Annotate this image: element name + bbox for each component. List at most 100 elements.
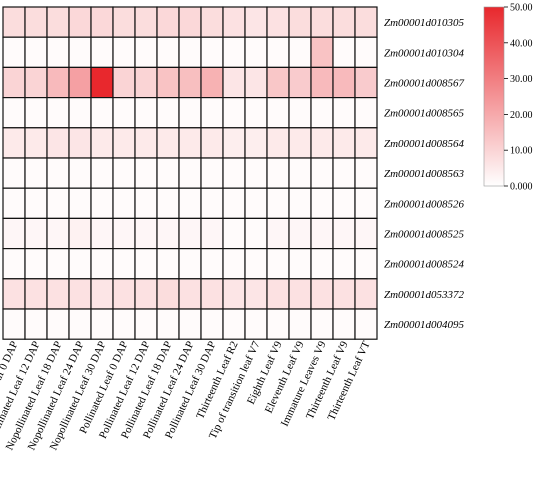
heatmap-cell <box>46 187 70 219</box>
heatmap-cell <box>266 278 290 310</box>
heatmap-cell <box>68 96 92 129</box>
heatmap-cell <box>46 278 70 310</box>
heatmap-cell <box>24 36 48 69</box>
heatmap-cell <box>288 308 312 340</box>
heatmap-cell <box>134 217 158 250</box>
heatmap-cell <box>156 248 180 280</box>
heatmap-cell <box>354 66 378 99</box>
heatmap-cell <box>266 187 290 219</box>
heatmap-cell <box>178 96 202 129</box>
heatmap-cell <box>112 66 136 99</box>
heatmap-cell <box>222 248 246 280</box>
heatmap-cell <box>24 66 48 99</box>
heatmap-cell <box>2 308 26 340</box>
heatmap-cell <box>354 96 378 129</box>
heatmap-cell <box>134 248 158 280</box>
heatmap-cell <box>134 66 158 99</box>
heatmap-cell <box>178 36 202 69</box>
heatmap-cell <box>178 66 202 99</box>
heatmap-cell <box>112 278 136 310</box>
heatmap-cell <box>134 278 158 310</box>
heatmap-cell <box>2 6 26 38</box>
heatmap-cell <box>24 308 48 340</box>
row-label: Zm00001d010305 <box>384 17 465 29</box>
heatmap-cell <box>222 66 246 99</box>
heatmap-cell <box>266 217 290 250</box>
heatmap-cell <box>332 248 356 280</box>
heatmap-cell <box>46 36 70 69</box>
heatmap-cell <box>112 157 136 189</box>
heatmap-cell <box>2 36 26 69</box>
heatmap-cell <box>156 217 180 250</box>
heatmap-cell <box>24 187 48 219</box>
heatmap-cell <box>178 187 202 219</box>
heatmap-cell <box>222 96 246 129</box>
heatmap-cell <box>68 248 92 280</box>
heatmap-cell <box>134 187 158 219</box>
heatmap-cell <box>90 278 114 310</box>
heatmap-cell <box>244 217 268 250</box>
colorbar: 0.000 10.00 20.00 30.00 40.00 50.00 <box>483 3 533 193</box>
row-label: Zm00001d008524 <box>384 259 465 271</box>
heatmap-cell <box>68 157 92 189</box>
heatmap-cell <box>156 66 180 99</box>
heatmap-cell <box>2 96 26 129</box>
heatmap-cell <box>46 66 70 99</box>
heatmap-cell <box>332 66 356 99</box>
heatmap-cell <box>156 36 180 69</box>
heatmap-cell <box>112 248 136 280</box>
heatmap-cell <box>332 96 356 129</box>
heatmap-cell <box>68 6 92 38</box>
heatmap-cell <box>332 127 356 159</box>
row-label: Zm00001d008567 <box>384 78 465 90</box>
heatmap-cell <box>178 308 202 340</box>
heatmap-cell <box>112 6 136 38</box>
heatmap-cell <box>156 6 180 38</box>
heatmap-cell <box>310 157 334 189</box>
heatmap-cell <box>244 187 268 219</box>
colorbar-gradient <box>483 6 505 187</box>
heatmap-cell <box>134 157 158 189</box>
heatmap-cell <box>332 217 356 250</box>
colorbar-tick-label: 20.00 <box>510 110 533 121</box>
heatmap-cell <box>134 6 158 38</box>
heatmap-cell <box>68 187 92 219</box>
heatmap-cell <box>90 66 114 99</box>
heatmap-cell <box>354 308 378 340</box>
heatmap-cell <box>354 6 378 38</box>
heatmap-cell <box>90 6 114 38</box>
heatmap-cell <box>24 157 48 189</box>
heatmap-cell <box>266 36 290 69</box>
heatmap-cell <box>244 36 268 69</box>
row-label: Zm00001d008565 <box>384 108 465 120</box>
colorbar-tick-label: 10.00 <box>510 146 533 157</box>
heatmap-cell <box>222 217 246 250</box>
heatmap-cell <box>178 217 202 250</box>
heatmap-cell <box>310 127 334 159</box>
heatmap-cell <box>68 278 92 310</box>
heatmap-cell <box>310 6 334 38</box>
heatmap-cell <box>266 248 290 280</box>
heatmap-cell <box>332 308 356 340</box>
heatmap-cell <box>200 248 224 280</box>
heatmap-cell <box>244 157 268 189</box>
heatmap-cell <box>288 127 312 159</box>
row-label: Zm00001d008525 <box>384 229 465 241</box>
heatmap-cell <box>90 217 114 250</box>
heatmap-cell <box>222 6 246 38</box>
heatmap-cell <box>46 127 70 159</box>
heatmap-cell <box>222 308 246 340</box>
heatmap-cell <box>354 157 378 189</box>
heatmap-cell <box>134 36 158 69</box>
row-label: Zm00001d004095 <box>384 319 465 331</box>
heatmap-cell <box>310 248 334 280</box>
colorbar-tick-label: 50.00 <box>510 3 533 14</box>
colorbar-ticks: 0.000 10.00 20.00 30.00 40.00 50.00 <box>504 3 533 193</box>
heatmap-cell <box>156 278 180 310</box>
heatmap-cell <box>46 308 70 340</box>
heatmap-cell <box>288 217 312 250</box>
heatmap-cell <box>354 248 378 280</box>
heatmap-cell <box>2 157 26 189</box>
heatmap-cell <box>200 187 224 219</box>
heatmap-cell <box>332 278 356 310</box>
